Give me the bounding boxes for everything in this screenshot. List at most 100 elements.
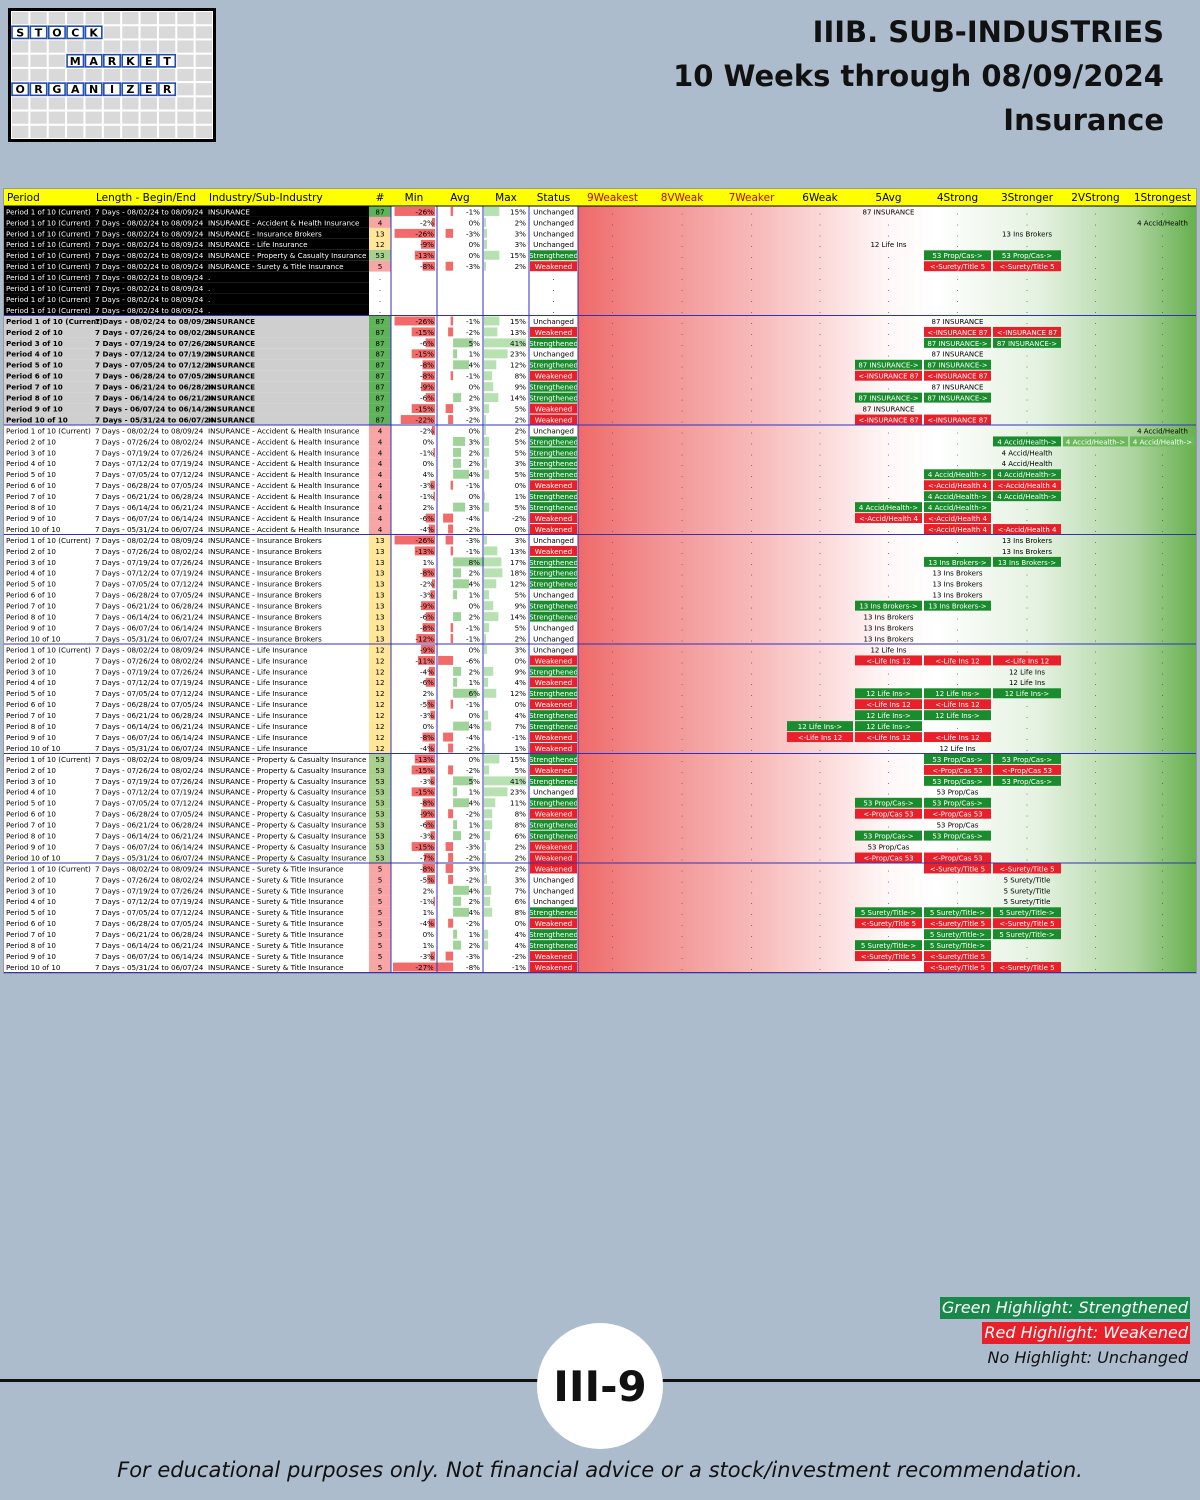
logo-filler-cell xyxy=(122,97,139,110)
rank-cell-dot: . xyxy=(681,624,683,632)
cell-count: 5 xyxy=(378,908,383,917)
cell-p: Period 10 of 10 xyxy=(6,634,61,643)
cell-max: 13% xyxy=(510,547,526,556)
logo-filler-cell xyxy=(12,68,29,82)
rank-cell-dot: . xyxy=(1161,252,1163,260)
logo-filler-cell xyxy=(48,54,66,67)
status-highlight xyxy=(530,699,577,710)
rank-cell-dot: . xyxy=(611,438,613,446)
logo-letter: A xyxy=(71,83,80,96)
rank-cell-dot: . xyxy=(750,395,752,403)
rank-cell-dot: . xyxy=(1026,723,1028,731)
rank-cell-dot: . xyxy=(1094,822,1096,830)
rank-cell-label: 13 Ins Brokers-> xyxy=(859,603,917,611)
status-highlight xyxy=(530,567,577,578)
logo-filler-cell xyxy=(103,111,121,124)
rank-cell-dot: . xyxy=(1026,854,1028,862)
logo-letter-cell xyxy=(103,53,121,68)
rank-cell-dot: . xyxy=(611,592,613,600)
count-cell-background xyxy=(369,884,391,896)
rank-cell-dot: . xyxy=(681,920,683,928)
rank-cell-dot: . xyxy=(750,493,752,501)
cell-max: 15% xyxy=(510,207,526,216)
rank-cell-dot: . xyxy=(1094,854,1096,862)
rank-cell-dot: . xyxy=(956,548,958,556)
cell-p: Period 9 of 10 xyxy=(6,842,56,851)
rank-cell-dot: . xyxy=(681,208,683,216)
min-data-bar xyxy=(400,415,435,424)
status-highlight xyxy=(530,940,577,951)
cell-len: 7 Days - 05/31/24 to 06/07/24 xyxy=(95,744,204,753)
rank-cell-dot: . xyxy=(681,701,683,709)
rank-cell-dot: . xyxy=(819,230,821,238)
cell-avg: 2% xyxy=(469,613,481,622)
cell-p: Period 6 of 10 xyxy=(6,591,56,600)
logo-letter: C xyxy=(71,26,79,39)
rank-cell-label: 53 Prop/Cas-> xyxy=(932,800,982,808)
cell-min: -15% xyxy=(415,328,434,337)
cell-p: Period 1 of 10 (Current) xyxy=(6,645,91,654)
logo-filler-cell xyxy=(12,40,29,53)
status-highlight xyxy=(530,261,577,272)
cell-p: Period 1 of 10 (Current) xyxy=(6,284,91,293)
cell-p: Period 3 of 10 xyxy=(6,777,56,786)
cell-max: 5% xyxy=(515,591,527,600)
rank-cell-dot: . xyxy=(1026,384,1028,392)
cell-p: Period 10 of 10 xyxy=(6,415,68,424)
column-header-avg: Avg xyxy=(450,192,469,204)
summary-row-background xyxy=(4,271,369,283)
count-cell-background xyxy=(369,961,391,973)
cell-len: 7 Days - 06/07/24 to 06/14/24 xyxy=(95,952,204,961)
count-cell-background xyxy=(369,676,391,688)
cell-ind: INSURANCE - Accident & Health Insurance xyxy=(208,481,360,490)
rank-cell-dot: . xyxy=(750,373,752,381)
cell-ind: INSURANCE - Life Insurance xyxy=(208,678,308,687)
cell-max: 2% xyxy=(515,262,527,271)
status-highlight xyxy=(530,326,577,337)
cell-max: 17% xyxy=(510,558,526,567)
avg-data-bar xyxy=(445,228,454,238)
industry-row-background xyxy=(4,414,369,425)
cell-min: -4% xyxy=(420,919,434,928)
rank-cell-dot: . xyxy=(611,920,613,928)
cell-avg: -2% xyxy=(466,744,480,753)
rank-cell-dot: . xyxy=(819,329,821,337)
cell-min: -3% xyxy=(420,832,434,841)
rank-cell-dot: . xyxy=(887,252,889,260)
status-highlight xyxy=(530,951,577,962)
rank-cell-dot: . xyxy=(1161,811,1163,819)
cell-ind: INSURANCE - Life Insurance xyxy=(208,656,308,665)
cell-count: 12 xyxy=(375,678,384,687)
cell-ind: INSURANCE - Surety & Title Insurance xyxy=(208,262,344,271)
logo-filler-cell xyxy=(177,40,194,53)
rank-cell-highlight xyxy=(855,721,922,732)
max-data-bar xyxy=(484,612,499,622)
min-data-bar xyxy=(393,962,435,972)
min-data-bar xyxy=(417,655,435,665)
rank-cell-label: 12 Life Ins xyxy=(1009,668,1045,676)
cell-max: 5% xyxy=(515,437,527,446)
industry-row-background xyxy=(4,370,369,382)
rank-cell-dot: . xyxy=(1161,734,1163,742)
rank-cell-dot: . xyxy=(1161,865,1163,873)
rank-cell-dot: . xyxy=(887,449,889,457)
rank-cell-label: 4 Accid/Health xyxy=(1137,219,1188,227)
rank-cell-highlight xyxy=(924,940,991,951)
cell-status: Strengthened xyxy=(529,503,578,512)
rank-cell-dot: . xyxy=(956,296,958,304)
cell-count: 4 xyxy=(378,470,383,479)
rank-cell-label: 87 INSURANCE-> xyxy=(997,340,1057,348)
logo-filler-cell xyxy=(103,125,121,138)
cell-max: 2% xyxy=(515,634,527,643)
rank-cell-dot: . xyxy=(887,493,889,501)
rank-cell-label: <-INSURANCE 87 xyxy=(927,373,987,381)
cell-p: Period 1 of 10 (Current) xyxy=(6,240,91,249)
cell-status: Unchanged xyxy=(533,875,574,884)
rank-cell-dot: . xyxy=(681,362,683,370)
report-section-title: IIIB. SUB-INDUSTRIES xyxy=(812,15,1164,49)
cell-count: . xyxy=(379,273,381,282)
rank-cell-dot: . xyxy=(956,668,958,676)
industry-row-background xyxy=(4,403,369,415)
cell-count: 4 xyxy=(378,525,383,534)
rank-cell-dot: . xyxy=(611,789,613,797)
